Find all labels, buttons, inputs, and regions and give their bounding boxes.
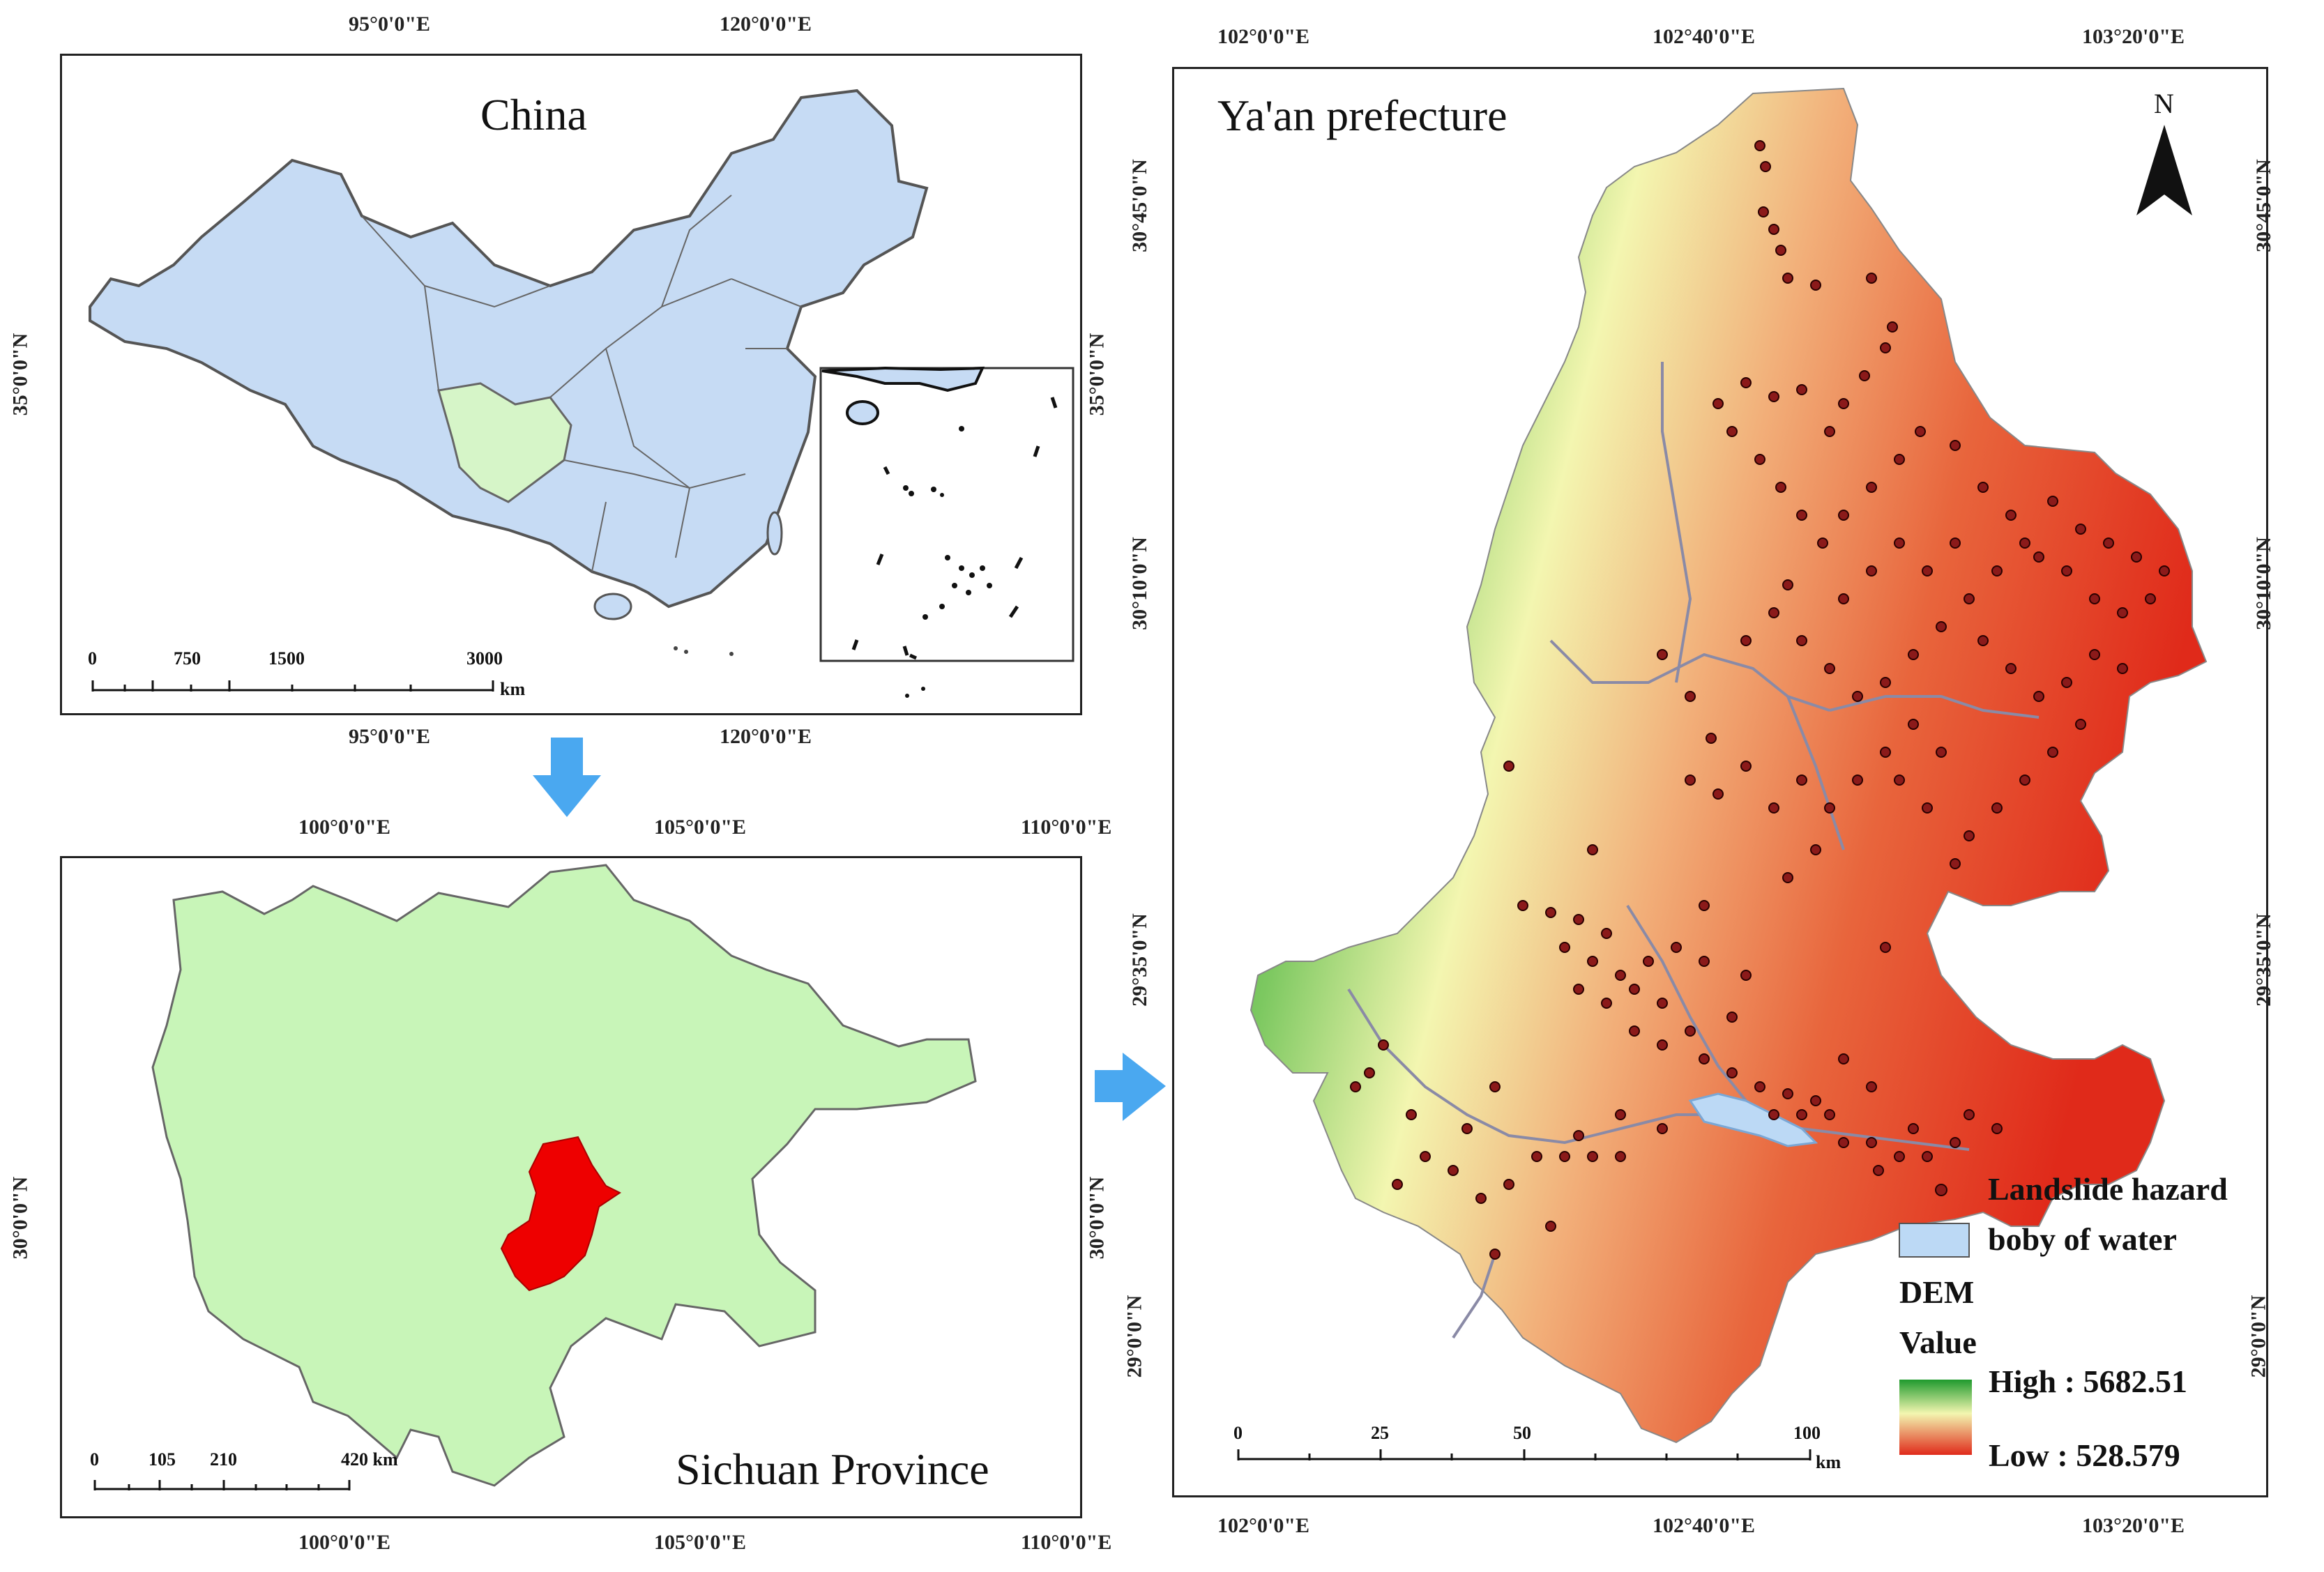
yaan-highlight xyxy=(500,1136,621,1292)
china-scale-bar xyxy=(91,680,494,692)
china-scale-3000: 3000 xyxy=(466,648,503,669)
sichuan-map xyxy=(93,864,977,1490)
sichuan-left-tick: 30°0'0"N xyxy=(8,1176,32,1260)
sichuan-scale-0: 0 xyxy=(90,1449,99,1470)
china-top-tick-120: 120°0'0"E xyxy=(720,13,812,36)
landslide-hazards xyxy=(1350,140,2170,1260)
china-panel: China 0 750 1500 3000 km xyxy=(60,54,1082,715)
yaan-scale-50: 50 xyxy=(1513,1423,1531,1443)
sichuan-scale-bar xyxy=(93,1480,351,1490)
legend-water-label: boby of water xyxy=(1988,1221,2177,1257)
yaan-top-tick-102: 102°0'0"E xyxy=(1217,25,1309,48)
sichuan-scale-420: 420 km xyxy=(341,1449,398,1470)
sichuan-top-tick-100: 100°0'0"E xyxy=(298,816,390,839)
yaan-right-tick-3010: 30°10'0"N xyxy=(2251,537,2275,630)
china-top-tick-95: 95°0'0"E xyxy=(349,13,430,36)
north-label: N xyxy=(2154,88,2174,119)
sichuan-panel: Sichuan Province 0 105 210 420 km xyxy=(60,856,1082,1518)
sichuan-bottom-tick-105: 105°0'0"E xyxy=(654,1531,746,1554)
sichuan-highlight xyxy=(437,382,572,503)
yaan-title: Ya'an prefecture xyxy=(1217,91,1507,140)
china-left-tick: 35°0'0"N xyxy=(8,333,32,416)
yaan-scale-unit: km xyxy=(1816,1452,1841,1472)
yaan-dem-map xyxy=(1237,87,2208,1460)
sea-islands xyxy=(674,646,734,656)
right-arrow xyxy=(1095,1053,1166,1121)
yaan-scale-0: 0 xyxy=(1233,1423,1243,1443)
china-title: China xyxy=(480,90,587,139)
china-landmass xyxy=(89,89,929,609)
sichuan-scale-210: 210 xyxy=(210,1449,237,1470)
legend-hazard-label: Landslide hazard xyxy=(1988,1171,2228,1207)
yaan-panel: Ya'an prefecture N 0 25 50 100 km Landsl… xyxy=(1172,67,2268,1497)
yaan-top-tick-10240: 102°40'0"E xyxy=(1653,25,1755,48)
china-scale-0: 0 xyxy=(88,648,97,669)
china-right-tick: 35°0'0"N xyxy=(1085,333,1109,416)
sichuan-right-tick: 30°0'0"N xyxy=(1085,1176,1109,1260)
china-scale-unit: km xyxy=(500,679,526,699)
rivers xyxy=(1347,362,2040,1339)
legend-water-swatch xyxy=(1899,1223,1970,1258)
china-scale-1500: 1500 xyxy=(268,648,305,669)
legend-hazard-icon xyxy=(1935,1184,1947,1196)
yaan-right-tick-3045: 30°45'0"N xyxy=(2251,159,2275,252)
sichuan-scale-105: 105 xyxy=(149,1449,176,1470)
china-scale-750: 750 xyxy=(174,648,201,669)
yaan-right-tick-2900: 29°0'0"N xyxy=(2247,1295,2270,1378)
yaan-left-tick-2900: 29°0'0"N xyxy=(1123,1295,1146,1378)
inset-map xyxy=(819,366,1074,698)
sichuan-title: Sichuan Province xyxy=(676,1444,989,1494)
north-arrow xyxy=(2136,125,2192,215)
yaan-bottom-tick-102: 102°0'0"E xyxy=(1217,1514,1309,1537)
china-bottom-tick-95: 95°0'0"E xyxy=(349,725,430,748)
sichuan-top-tick-110: 110°0'0"E xyxy=(1021,816,1112,839)
china-map xyxy=(89,89,1074,698)
legend-dem-label: DEM xyxy=(1899,1274,1975,1310)
down-arrow xyxy=(533,738,601,817)
yaan-scale-bar xyxy=(1237,1449,1812,1460)
taiwan-island xyxy=(766,511,783,556)
legend-dem-ramp xyxy=(1899,1380,1972,1455)
sichuan-top-tick-105: 105°0'0"E xyxy=(654,816,746,839)
yaan-landmass xyxy=(1250,87,2208,1444)
yaan-bottom-tick-10320: 103°20'0"E xyxy=(2082,1514,2185,1537)
sichuan-bottom-tick-110: 110°0'0"E xyxy=(1021,1531,1112,1554)
yaan-scale-100: 100 xyxy=(1793,1423,1821,1443)
water-body xyxy=(1688,1092,1818,1147)
yaan-top-tick-10320: 103°20'0"E xyxy=(2082,25,2185,48)
legend-low-label: Low : 528.579 xyxy=(1989,1437,2180,1473)
legend-value-label: Value xyxy=(1899,1325,1977,1360)
yaan-left-tick-3045: 30°45'0"N xyxy=(1127,159,1151,252)
yaan-scale-25: 25 xyxy=(1371,1423,1389,1443)
china-bottom-tick-120: 120°0'0"E xyxy=(720,725,812,748)
hainan-island xyxy=(593,593,632,620)
yaan-left-tick-2935: 29°35'0"N xyxy=(1127,913,1151,1007)
yaan-bottom-tick-10240: 102°40'0"E xyxy=(1653,1514,1755,1537)
province-borders xyxy=(361,194,802,572)
sichuan-bottom-tick-100: 100°0'0"E xyxy=(298,1531,390,1554)
yaan-right-tick-2935: 29°35'0"N xyxy=(2251,913,2275,1007)
yaan-left-tick-3010: 30°10'0"N xyxy=(1127,537,1151,630)
legend-high-label: High : 5682.51 xyxy=(1989,1364,2187,1399)
